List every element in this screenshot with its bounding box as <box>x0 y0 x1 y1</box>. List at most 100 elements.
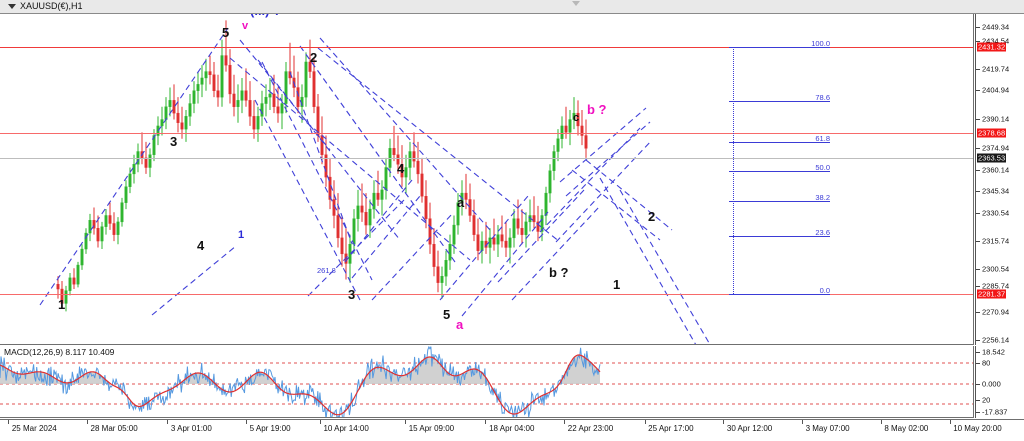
chevron-down-icon[interactable] <box>8 4 16 9</box>
macd-axis-label: 0.000 <box>982 379 1001 389</box>
wave-label-2-right: 2 <box>648 209 656 224</box>
candlestick <box>468 183 472 222</box>
candlestick <box>372 180 376 219</box>
price-axis-label: 2270.94 <box>982 307 1010 317</box>
candlestick <box>72 268 76 290</box>
time-axis-tick <box>86 420 88 424</box>
trend-line[interactable] <box>317 47 561 243</box>
time-axis-label: 25 Apr 17:00 <box>648 424 694 433</box>
candlestick <box>76 261 80 288</box>
candlestick <box>132 154 136 184</box>
macd-axis-label: 20 <box>982 395 991 405</box>
trend-line[interactable] <box>351 195 421 279</box>
candlestick <box>56 276 60 299</box>
wave-label-b-upper: b ? <box>587 102 607 117</box>
trend-line[interactable] <box>257 59 401 241</box>
candlestick <box>192 81 196 114</box>
candlestick <box>172 84 176 120</box>
candlestick <box>116 217 120 245</box>
wave-label-1-left: 1 <box>58 297 66 312</box>
candlestick <box>120 197 124 227</box>
trend-line[interactable] <box>461 211 549 317</box>
candlestick <box>124 180 128 210</box>
wave-label-5-mid: 5 <box>443 307 451 322</box>
price-axis[interactable]: 2449.34 2434.54 2419.74 2404.94 2390.14 2374.… <box>975 14 1024 345</box>
price-level-badge: 2378.68 <box>977 128 1007 138</box>
fibonacci-anchor-tick <box>729 201 734 202</box>
candlestick <box>296 71 300 114</box>
fibonacci-level-line[interactable] <box>733 142 830 143</box>
trend-line[interactable] <box>599 177 700 345</box>
candlestick <box>480 231 484 264</box>
trend-line[interactable] <box>497 189 585 283</box>
price-chart-pane[interactable]: 100.078.661.850.038.223.60.0(iii) ?5v234… <box>0 14 974 345</box>
trend-line[interactable] <box>299 45 456 263</box>
price-chart-canvas <box>39 20 712 345</box>
fibonacci-level-line[interactable] <box>733 101 830 102</box>
trend-line[interactable] <box>571 169 661 241</box>
trend-line[interactable] <box>439 195 529 301</box>
fibonacci-anchor-tick <box>729 142 734 143</box>
candlestick <box>176 97 180 133</box>
trend-line[interactable] <box>555 139 653 243</box>
trend-line[interactable] <box>151 245 237 316</box>
candlestick <box>280 93 284 130</box>
fibonacci-level-line[interactable] <box>733 236 830 237</box>
macd-axis-tick <box>976 363 980 364</box>
candlestick <box>260 90 264 126</box>
trend-line[interactable] <box>39 27 229 306</box>
candlestick <box>484 221 488 254</box>
macd-canvas <box>0 346 973 417</box>
fibonacci-level-line[interactable] <box>733 47 830 48</box>
trend-line[interactable] <box>229 57 471 261</box>
candlestick <box>524 212 528 248</box>
trend-line[interactable] <box>539 127 641 233</box>
trend-line[interactable] <box>254 99 361 301</box>
time-axis-label: 10 Apr 14:00 <box>323 424 369 433</box>
macd-indicator-pane[interactable]: MACD(12,26,9) 8.117 10.409 <box>0 346 974 418</box>
candlestick <box>148 148 152 178</box>
fibonacci-anchor-line[interactable] <box>733 47 734 294</box>
wave-label-4-left: 4 <box>197 238 205 253</box>
candlestick <box>356 189 360 232</box>
trend-line[interactable] <box>307 199 405 297</box>
price-axis-label: 2315.74 <box>982 236 1010 246</box>
trend-line[interactable] <box>261 61 373 281</box>
time-axis-label: 10 May 20:00 <box>953 424 1002 433</box>
candlestick <box>200 65 204 98</box>
chart-title-bar: XAUUSD(€),H1 <box>0 0 1024 14</box>
candlestick <box>288 42 292 85</box>
candlestick <box>128 167 132 194</box>
trend-line[interactable] <box>344 179 413 263</box>
time-axis-tick <box>167 420 169 424</box>
candlestick <box>188 93 192 126</box>
fibonacci-level-line[interactable] <box>733 171 830 172</box>
fibonacci-level-line[interactable] <box>733 201 830 202</box>
candlestick <box>236 84 240 123</box>
candlestick <box>140 132 144 165</box>
candlestick <box>292 55 296 98</box>
candlestick <box>324 135 328 187</box>
trend-line[interactable] <box>511 205 601 301</box>
trend-line[interactable] <box>371 213 453 301</box>
price-axis-label: 2285.74 <box>982 281 1010 291</box>
current-price-line[interactable] <box>0 158 973 159</box>
candlestick <box>312 58 316 114</box>
candlestick <box>96 215 100 248</box>
candlestick <box>436 250 440 293</box>
candlestick <box>508 228 512 264</box>
chart-top-marker-icon <box>572 1 580 6</box>
time-axis-tick <box>644 420 646 424</box>
candlestick <box>332 180 336 229</box>
trend-line[interactable] <box>619 189 712 345</box>
time-axis[interactable]: 25 Mar 2024 28 Mar 05:00 3 Apr 01:00 5 Apr … <box>0 419 1024 441</box>
wave-label-3-mid: 3 <box>348 287 356 302</box>
candlestick <box>584 119 588 158</box>
trend-line[interactable] <box>585 159 673 231</box>
fibonacci-level-label: 78.6 <box>815 93 830 102</box>
fibonacci-anchor-tick <box>729 171 734 172</box>
fibonacci-level-line[interactable] <box>733 294 830 295</box>
trend-line[interactable] <box>319 37 491 231</box>
candlestick <box>548 164 552 203</box>
macd-axis: 18.542 80 0.000 20 -17.837 <box>975 346 1024 418</box>
